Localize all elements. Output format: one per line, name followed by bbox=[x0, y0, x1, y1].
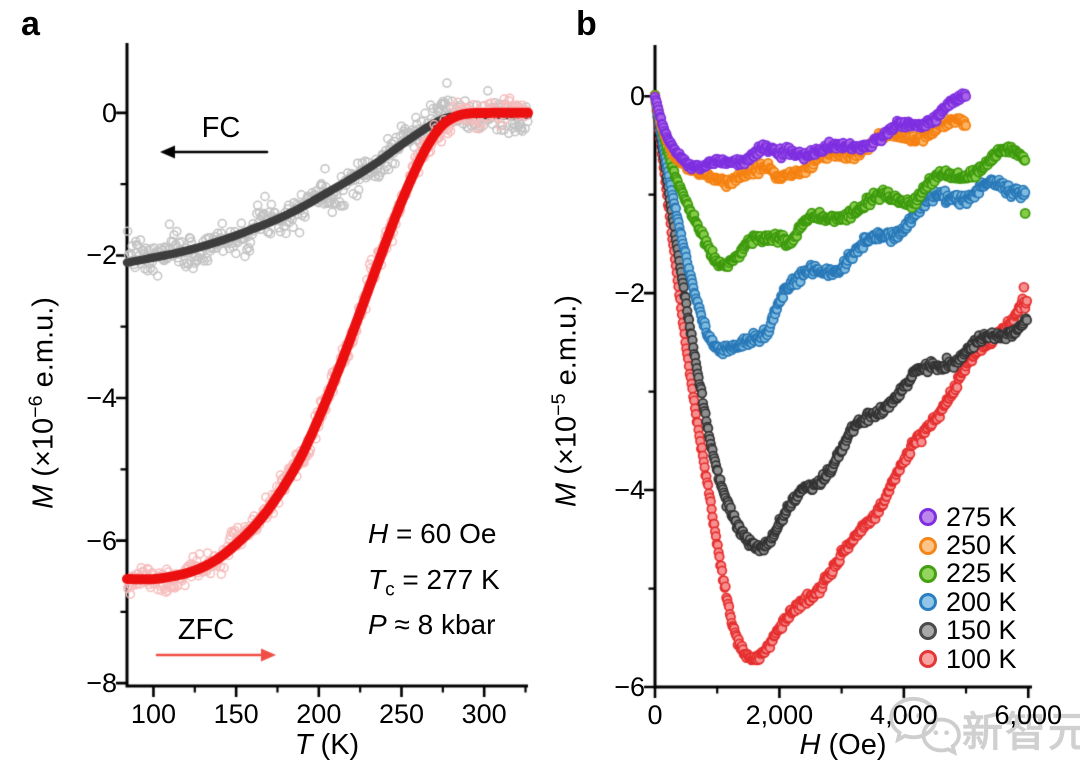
legend-label: 100 K bbox=[946, 643, 1017, 674]
legend-label: 225 K bbox=[946, 558, 1017, 589]
panel-b-x-tick-label: 2,000 bbox=[745, 700, 814, 730]
panel-a-x-tick-label: 250 bbox=[378, 699, 425, 729]
legend-label: 150 K bbox=[946, 615, 1017, 646]
legend-marker-100k bbox=[919, 650, 937, 669]
panel-b-x-axis-title: H (Oe) bbox=[743, 729, 943, 762]
y-axis-unit-a-1: (×10 bbox=[27, 417, 60, 485]
legend-marker-200k bbox=[919, 593, 937, 612]
pressure-condition: P ≈ 8 kbar bbox=[368, 607, 500, 653]
panel-a-x-tick-label: 150 bbox=[213, 699, 259, 729]
x-axis-variable-a: T bbox=[294, 729, 313, 761]
panel-b-y-tick-label: −4 bbox=[614, 475, 645, 506]
panel-a-label: a bbox=[21, 5, 40, 43]
legend-item-250k: 250 K bbox=[919, 530, 1017, 561]
legend-item-200k: 200 K bbox=[919, 586, 1017, 617]
panel-b-label: b bbox=[576, 5, 597, 43]
condition-value: ≈ 8 kbar bbox=[386, 609, 496, 641]
panel-a-y-tick-label: −6 bbox=[86, 525, 117, 556]
panel-a-x-tick-label: 200 bbox=[296, 699, 342, 729]
legend: 275 K 250 K 225 K 200 K 150 K 100 K bbox=[919, 501, 1017, 674]
panel-a-y-tick-label: −2 bbox=[86, 240, 117, 271]
panel-a-y-axis-title: M (×10−6 e.m.u.) bbox=[16, 233, 60, 573]
tc-condition: Tc = 277 K bbox=[368, 562, 500, 608]
legend-label: 275 K bbox=[946, 501, 1017, 532]
panel-a-y-tick-label: −8 bbox=[86, 668, 117, 699]
x-axis-unit-a: (K) bbox=[312, 729, 360, 761]
y-axis-unit-b-2: e.m.u.) bbox=[550, 295, 583, 394]
legend-label: 250 K bbox=[946, 530, 1017, 561]
panel-a-x-axis-title: T (K) bbox=[227, 729, 427, 762]
condition-subscript: c bbox=[385, 579, 395, 601]
panel-b-y-tick-label: −6 bbox=[614, 672, 645, 702]
zfc-annotation: ZFC bbox=[177, 614, 235, 646]
y-axis-variable-a: M bbox=[27, 484, 60, 509]
legend-marker-250k bbox=[919, 536, 937, 555]
legend-marker-150k bbox=[919, 621, 937, 640]
condition-variable: T bbox=[368, 563, 386, 595]
condition-variable: H bbox=[368, 518, 389, 549]
conditions-annotation: H = 60 Oe Tc = 277 K P ≈ 8 kbar bbox=[368, 516, 500, 653]
panel-a-y-tick-label: −4 bbox=[86, 383, 117, 413]
panel-a-y-tick-label: 0 bbox=[101, 97, 117, 128]
legend-marker-225k bbox=[919, 564, 937, 583]
panel-b-y-axis-title: M (×10−5 e.m.u.) bbox=[539, 231, 583, 571]
panel-b-x-tick-label: 6,000 bbox=[994, 700, 1063, 730]
condition-value: = 60 Oe bbox=[388, 518, 497, 549]
legend-item-150k: 150 K bbox=[919, 615, 1017, 646]
panel-b-x-tick-label: 0 bbox=[647, 700, 663, 730]
legend-item-100k: 100 K bbox=[919, 643, 1017, 674]
field-condition: H = 60 Oe bbox=[368, 516, 500, 562]
y-axis-variable-b: M bbox=[550, 482, 583, 507]
x-axis-variable-b: H bbox=[799, 729, 821, 761]
legend-label: 200 K bbox=[946, 586, 1017, 617]
y-axis-unit-b-1: (×10 bbox=[550, 415, 583, 483]
y-axis-exponent-a: −6 bbox=[25, 395, 47, 418]
panel-b-y-tick-label: −2 bbox=[614, 278, 645, 309]
legend-item-225k: 225 K bbox=[919, 558, 1017, 589]
legend-item-275k: 275 K bbox=[919, 501, 1017, 532]
condition-value: = 277 K bbox=[394, 563, 500, 595]
x-axis-unit-b: (Oe) bbox=[820, 729, 887, 761]
fc-annotation: FC bbox=[201, 112, 241, 144]
legend-marker-275k bbox=[919, 508, 937, 527]
y-axis-exponent-b: −5 bbox=[548, 393, 570, 416]
panel-a-x-tick-label: 300 bbox=[461, 699, 507, 729]
y-axis-unit-a-2: e.m.u.) bbox=[27, 297, 60, 396]
panel-a-x-tick-label: 100 bbox=[130, 699, 176, 729]
condition-variable: P bbox=[368, 609, 387, 641]
panel-b-y-tick-label: 0 bbox=[629, 81, 645, 112]
panel-b-x-tick-label: 4,000 bbox=[870, 700, 938, 730]
